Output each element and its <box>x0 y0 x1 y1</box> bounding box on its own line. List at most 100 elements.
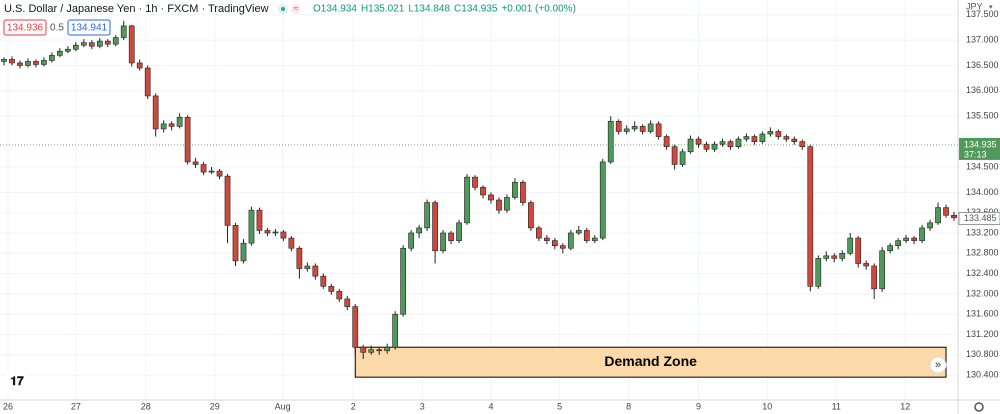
x-tick-label: 12 <box>900 401 910 411</box>
candle-body <box>551 240 558 246</box>
candle-body <box>879 250 886 290</box>
candle-body <box>735 138 742 148</box>
ohlc-value: +0.001 (+0.00%) <box>501 4 576 15</box>
candle-body <box>775 131 782 137</box>
settings-icon[interactable] <box>974 402 984 412</box>
currency-label[interactable]: JPY <box>966 1 983 11</box>
data-icon[interactable] <box>291 4 301 14</box>
ohlc-value: H135.021 <box>361 4 405 15</box>
candle-body <box>935 207 941 224</box>
candle-body <box>663 136 670 148</box>
candle-body <box>631 126 638 130</box>
candle-body <box>799 141 806 148</box>
ask-price: 134.941 <box>71 23 108 34</box>
candle-body <box>919 227 925 241</box>
candle-body <box>168 123 175 127</box>
tv-logo-glyph: 𝟏𝟕 <box>10 374 24 388</box>
tv-logo[interactable]: 𝟏𝟕 <box>6 373 28 391</box>
candle-body <box>408 232 414 249</box>
candle-body <box>160 123 167 130</box>
x-tick-label: 5 <box>557 401 562 411</box>
x-tick-label: 9 <box>696 401 701 411</box>
ohlc-value: L134.848 <box>408 4 450 15</box>
candle-body <box>88 42 95 47</box>
axes: 137.500 137.000 136.500 136.000 135.500 134.5… <box>3 9 1000 411</box>
candle-body <box>312 265 319 277</box>
candle-body <box>112 37 119 45</box>
candle-body <box>360 346 367 353</box>
candle-body <box>136 62 143 69</box>
candle-body <box>376 349 383 352</box>
bid-price: 134.936 <box>7 23 44 34</box>
candle-body <box>583 230 590 241</box>
y-tick-label: 131.200 <box>966 329 999 339</box>
candle-body <box>456 222 462 241</box>
candle-body <box>328 285 335 292</box>
candle-body <box>671 146 678 165</box>
candle-body <box>615 121 622 132</box>
candle-body <box>751 136 758 142</box>
y-tick-label: 130.800 <box>966 349 999 359</box>
ohlc-value: C134.935 <box>454 4 498 15</box>
candle-body <box>623 128 630 132</box>
candle-body <box>216 170 223 177</box>
ask-button[interactable] <box>67 19 111 36</box>
countdown-label: 37:13 <box>964 149 987 159</box>
market-status-dot <box>281 7 285 11</box>
candle-body <box>951 214 957 219</box>
candle-body <box>384 346 391 352</box>
candle-body <box>743 136 750 140</box>
candle-body <box>128 25 135 64</box>
candle-body <box>280 231 287 239</box>
y-tick-label: 132.800 <box>966 248 999 258</box>
candle-body <box>488 194 494 201</box>
candle-body <box>104 40 111 45</box>
scroll-to-latest[interactable] <box>929 356 947 374</box>
candle-body <box>41 60 47 65</box>
ohlc-values: O134.934 H135.021 L134.848 C134.935 +0.001 (… <box>313 4 576 15</box>
candle-body <box>256 209 263 231</box>
scroll-glyph: » <box>935 359 941 371</box>
tv-logo-bg <box>6 373 28 391</box>
candle-body <box>144 67 151 97</box>
ohlc-value: O134.934 <box>313 4 357 15</box>
candle-body <box>496 199 502 211</box>
candle-body <box>575 230 582 234</box>
candle-body <box>240 242 247 262</box>
symbol-title: U.S. Dollar / Japanese Yen · 1h · FXCM ·… <box>4 3 269 15</box>
candle-body <box>591 237 598 241</box>
candle-body <box>807 146 814 287</box>
candle-body <box>232 225 239 262</box>
candle-body <box>679 151 686 165</box>
candle-body <box>184 116 191 163</box>
x-tick-label: 26 <box>3 401 13 411</box>
plot-area: Demand Zone <box>0 20 958 378</box>
candle-body <box>96 40 103 47</box>
candle-body <box>839 252 846 259</box>
x-tick-label: Aug <box>275 401 291 411</box>
candle-body <box>152 95 159 130</box>
candle-body <box>320 275 327 287</box>
candle-body <box>448 232 454 241</box>
candle-body <box>392 313 399 348</box>
y-tick-label: 133.200 <box>966 227 999 237</box>
candle-body <box>304 265 311 269</box>
candle-body <box>432 202 438 252</box>
candle-body <box>368 349 375 353</box>
x-tick-label: 29 <box>210 401 220 411</box>
candle-body <box>655 123 662 137</box>
candle-body <box>895 240 901 246</box>
y-tick-label: 132.400 <box>966 268 999 278</box>
bid-button[interactable] <box>3 19 47 36</box>
candle-body <box>49 55 55 61</box>
candle-body <box>639 126 646 132</box>
candle-body <box>903 237 909 241</box>
candle-body <box>352 306 359 348</box>
candle-body <box>264 230 271 234</box>
candle-body <box>791 138 798 142</box>
candle-body <box>296 247 303 269</box>
demand-zone <box>354 346 947 378</box>
candle-body <box>943 207 949 216</box>
candle-body <box>200 164 207 173</box>
